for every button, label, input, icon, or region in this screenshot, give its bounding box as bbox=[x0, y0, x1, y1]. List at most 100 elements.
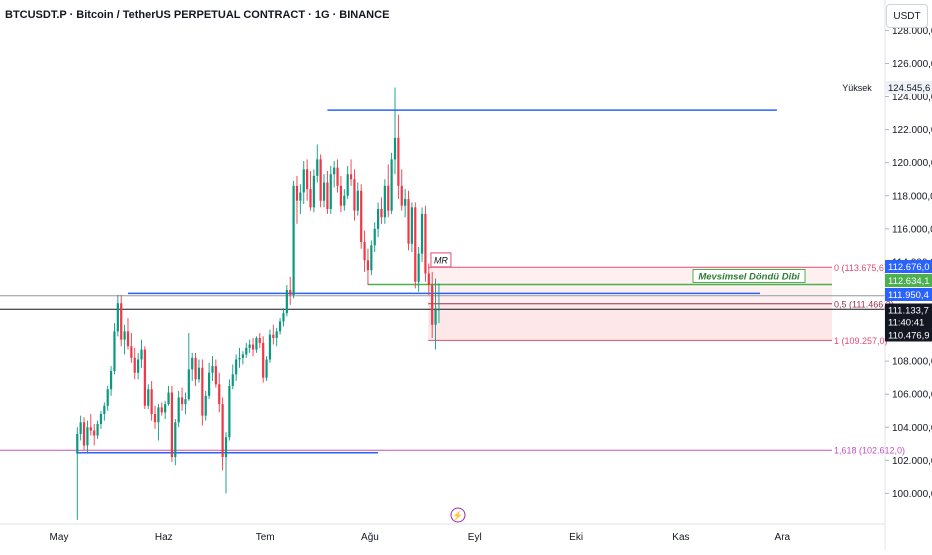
fib-extension-label: 1,618 (102.612,0) bbox=[834, 446, 905, 456]
x-tick-label: Haz bbox=[155, 532, 173, 543]
y-tick-label: 124.000,0 bbox=[892, 92, 932, 103]
candle-body bbox=[390, 159, 393, 211]
price-tag-label: 124.545,6 bbox=[888, 83, 930, 94]
candle-body bbox=[278, 321, 282, 332]
candle-body bbox=[329, 174, 332, 209]
candle-body bbox=[414, 207, 417, 282]
candle-body bbox=[410, 207, 413, 244]
candle-body bbox=[306, 169, 309, 190]
price-tag bbox=[885, 328, 932, 342]
candle-body bbox=[282, 313, 285, 322]
event-marker-icon[interactable] bbox=[450, 507, 466, 523]
candle-body bbox=[180, 397, 184, 405]
x-tick-label: Ara bbox=[775, 532, 791, 543]
x-tick-label: Ağu bbox=[361, 532, 379, 543]
candle-body bbox=[397, 137, 400, 186]
x-tick-label: Tem bbox=[256, 532, 275, 543]
y-tick-label: 100.000,0 bbox=[892, 489, 932, 500]
candle-body bbox=[157, 407, 160, 423]
candle-body bbox=[319, 159, 322, 201]
candle-body bbox=[353, 179, 356, 211]
candle-body bbox=[251, 344, 255, 350]
fib-level-label: 0,5 (111.466,3) bbox=[834, 299, 894, 309]
price-tag-label: 11:40:41 bbox=[888, 318, 924, 329]
candle-body bbox=[326, 182, 329, 209]
y-tick-label: 108.000,0 bbox=[892, 357, 932, 368]
candle-body bbox=[86, 427, 89, 446]
y-tick-label: 122.000,0 bbox=[892, 125, 932, 136]
candle-body bbox=[380, 208, 383, 218]
candle-body bbox=[167, 392, 170, 405]
seasonal-label-box bbox=[692, 268, 806, 283]
candle-body bbox=[106, 389, 109, 406]
price-tag bbox=[885, 81, 932, 95]
x-tick-label: May bbox=[50, 532, 69, 543]
y-tick-label: 126.000,0 bbox=[892, 59, 932, 70]
candle-body bbox=[360, 190, 363, 243]
candle-body bbox=[170, 392, 174, 458]
y-tick-label: 120.000,0 bbox=[892, 158, 932, 169]
fib-level-label: 0 (113.675,6) bbox=[834, 263, 887, 273]
price-tag-label: 112.676,0 bbox=[888, 262, 930, 273]
candle-body bbox=[123, 331, 126, 340]
y-tick-label: 106.000,0 bbox=[892, 390, 932, 401]
candle-body bbox=[437, 309, 441, 311]
price-tag-label: 111.133,7 bbox=[888, 306, 929, 317]
candle-body bbox=[116, 303, 119, 332]
chart-title: BTCUSDT.P · Bitcoin / TetherUS PERPETUAL… bbox=[5, 9, 390, 21]
candle-body bbox=[245, 347, 248, 355]
currency-button[interactable]: USDT bbox=[886, 4, 928, 28]
candle-body bbox=[268, 334, 272, 360]
candle-body bbox=[299, 192, 302, 201]
candle-body bbox=[387, 185, 390, 211]
candle-body bbox=[103, 405, 106, 415]
candle-body bbox=[79, 422, 82, 434]
candle-body bbox=[238, 357, 241, 360]
price-tag-label: 110.476,9 bbox=[888, 331, 930, 342]
candle-body bbox=[377, 208, 380, 229]
lightning-icon: ⚡ bbox=[452, 510, 463, 522]
candle-body bbox=[292, 185, 295, 295]
candle-body bbox=[109, 371, 113, 390]
price-tag bbox=[885, 315, 932, 329]
candle-body bbox=[96, 423, 99, 436]
candle-body bbox=[255, 337, 258, 350]
price-tag-label: 112.634,1 bbox=[888, 276, 930, 287]
candle-body bbox=[235, 359, 238, 375]
fib-level-label: 1 (109.257,0) bbox=[834, 336, 888, 346]
candle-body bbox=[241, 354, 244, 358]
x-tick-label: Eki bbox=[569, 532, 583, 543]
candle-body bbox=[302, 169, 305, 193]
candle-body bbox=[214, 366, 217, 385]
candle-body bbox=[126, 331, 130, 347]
candle-body bbox=[133, 357, 136, 373]
candle-body bbox=[407, 199, 410, 244]
candle-body bbox=[373, 228, 376, 246]
candle-body bbox=[89, 427, 92, 431]
candle-body bbox=[187, 369, 190, 400]
candle-body bbox=[99, 414, 103, 424]
candle-body bbox=[434, 309, 437, 325]
price-tag bbox=[885, 260, 932, 273]
candle-body bbox=[208, 372, 211, 396]
candle-body bbox=[349, 174, 353, 180]
candle-body bbox=[140, 349, 143, 360]
candle-body bbox=[224, 437, 228, 458]
candle-body bbox=[130, 346, 133, 358]
candle-body bbox=[404, 199, 407, 206]
mr-label-box bbox=[430, 252, 452, 268]
candle-body bbox=[204, 395, 207, 416]
candle-body bbox=[143, 349, 146, 406]
candle-body bbox=[336, 167, 339, 186]
high-label: Yüksek bbox=[842, 83, 872, 93]
candle-body bbox=[201, 367, 204, 416]
candle-body bbox=[228, 385, 231, 438]
y-tick-label: 128.000,0 bbox=[892, 26, 932, 37]
candle-body bbox=[312, 175, 315, 208]
candle-body bbox=[82, 422, 86, 446]
candle-body bbox=[258, 337, 261, 343]
candle-body bbox=[191, 357, 194, 370]
candle-body bbox=[431, 285, 434, 325]
